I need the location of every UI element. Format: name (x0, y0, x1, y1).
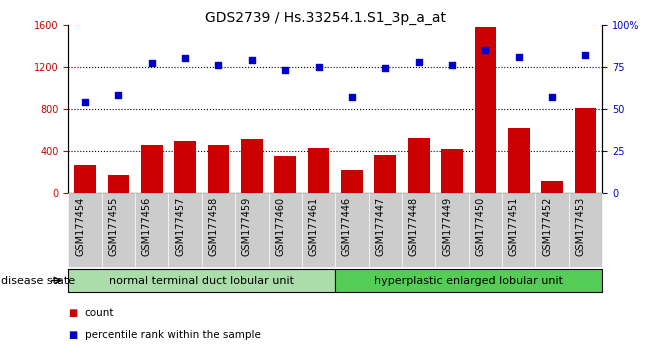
Bar (475, 27, 496, 193)
Bar (169, 193, 202, 267)
Text: disease state: disease state (1, 275, 76, 286)
Text: ■: ■ (68, 330, 77, 339)
Point (580, 52, 590, 58)
Point (113, 92, 124, 98)
Bar (469, 193, 502, 267)
Bar (74, 165, 96, 193)
Text: GSM177449: GSM177449 (442, 197, 452, 256)
Text: GSM177461: GSM177461 (309, 197, 318, 256)
Text: GSM177460: GSM177460 (275, 197, 285, 256)
Point (480, 47, 491, 53)
Bar (68, 269, 335, 292)
Bar (441, 149, 463, 193)
Bar (535, 193, 569, 267)
Text: GSM177454: GSM177454 (75, 197, 85, 256)
Bar (335, 269, 602, 292)
Text: GSM177455: GSM177455 (109, 197, 118, 256)
Text: GSM177456: GSM177456 (142, 197, 152, 256)
Text: GSM177447: GSM177447 (376, 197, 385, 256)
Bar (408, 138, 430, 193)
Point (180, 56, 190, 61)
Text: GSM177457: GSM177457 (175, 197, 185, 256)
Point (80, 99, 90, 105)
Point (313, 64, 324, 70)
Bar (174, 142, 196, 193)
Text: GSM177458: GSM177458 (208, 197, 219, 256)
Bar (235, 193, 269, 267)
Point (547, 94, 557, 100)
Text: GDS2739 / Hs.33254.1.S1_3p_a_at: GDS2739 / Hs.33254.1.S1_3p_a_at (205, 11, 446, 25)
Point (347, 94, 357, 100)
Bar (302, 193, 335, 267)
Bar (575, 108, 596, 193)
Text: GSM177448: GSM177448 (409, 197, 419, 256)
Text: GSM177452: GSM177452 (542, 197, 552, 256)
Point (380, 65, 391, 71)
Text: ■: ■ (68, 308, 77, 318)
Bar (368, 193, 402, 267)
Text: GSM177453: GSM177453 (575, 197, 585, 256)
Bar (107, 175, 130, 193)
Bar (541, 181, 563, 193)
Bar (141, 144, 163, 193)
Text: GSM177450: GSM177450 (475, 197, 486, 256)
Bar (68, 193, 102, 267)
Text: count: count (85, 308, 114, 318)
Bar (402, 193, 436, 267)
Point (280, 67, 290, 73)
Text: GSM177451: GSM177451 (509, 197, 519, 256)
Bar (308, 148, 329, 193)
Bar (135, 193, 169, 267)
Point (146, 61, 157, 66)
Bar (208, 145, 229, 193)
Bar (569, 193, 602, 267)
Bar (269, 193, 302, 267)
Point (214, 62, 224, 68)
Bar (341, 170, 363, 193)
Bar (436, 193, 469, 267)
Point (247, 57, 257, 63)
Point (447, 62, 457, 68)
Bar (508, 128, 530, 193)
Text: GSM177446: GSM177446 (342, 197, 352, 256)
Bar (274, 156, 296, 193)
Bar (202, 193, 235, 267)
Text: GSM177459: GSM177459 (242, 197, 252, 256)
Bar (102, 193, 135, 267)
Text: normal terminal duct lobular unit: normal terminal duct lobular unit (109, 275, 294, 286)
Bar (502, 193, 536, 267)
Point (514, 54, 524, 59)
Point (413, 59, 424, 64)
Bar (335, 193, 368, 267)
Bar (374, 155, 396, 193)
Bar (241, 139, 263, 193)
Text: hyperplastic enlarged lobular unit: hyperplastic enlarged lobular unit (374, 275, 563, 286)
Text: percentile rank within the sample: percentile rank within the sample (85, 330, 260, 339)
